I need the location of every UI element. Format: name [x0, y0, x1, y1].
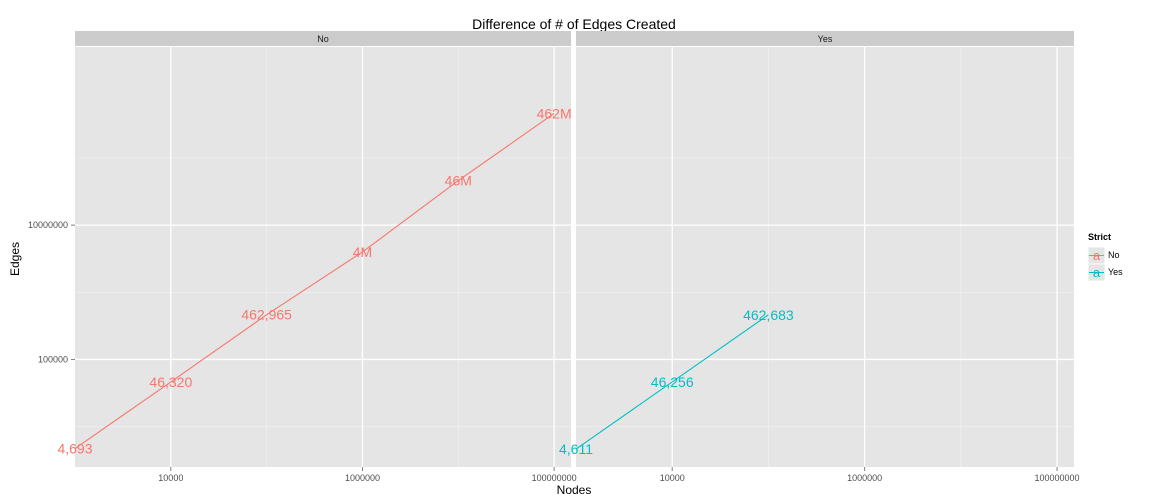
x-tick-label: 1000000: [847, 473, 882, 483]
facet-strip: [576, 31, 1074, 46]
facet-strip: [75, 31, 571, 46]
x-tick-label: 100000000: [1035, 473, 1080, 483]
legend-label: No: [1108, 250, 1120, 260]
y-tick-label: 100000: [38, 354, 68, 364]
y-tick-label: 10000000: [28, 220, 68, 230]
data-label: 46M: [445, 173, 472, 189]
legend-label: Yes: [1108, 267, 1123, 277]
panels: No 10000 1000000 100000000 4,693 46,320 462,96…: [28, 31, 1080, 483]
legend: Strict a Noa Yes: [1087, 232, 1123, 282]
legend-item-yes: a Yes: [1087, 263, 1123, 282]
legend-key-glyph: a: [1093, 248, 1101, 263]
panel-yes: Yes 10000 1000000 100000000 4,611 46,256 462,6…: [559, 31, 1080, 483]
x-tick-label: 10000: [158, 473, 183, 483]
y-axis-title: Edges: [8, 242, 22, 276]
x-tick-label: 1000000: [345, 473, 380, 483]
data-label: 462M: [537, 105, 572, 121]
data-label: 4,693: [57, 441, 92, 457]
data-label: 4,611: [559, 441, 593, 457]
data-label: 46,256: [651, 374, 694, 390]
facet-strip-label: Yes: [818, 34, 833, 44]
data-label: 4M: [353, 244, 372, 260]
data-label: 46,320: [149, 374, 192, 390]
series-line-no: [74, 112, 555, 450]
x-tick-label: 10000: [660, 473, 685, 483]
x-tick-label: 100000000: [532, 473, 577, 483]
legend-item-no: a No: [1087, 246, 1120, 265]
facet-strip-label: No: [317, 34, 329, 44]
legend-key-glyph: a: [1093, 265, 1101, 280]
data-label: 462,965: [241, 307, 292, 323]
panel-background: [75, 47, 571, 467]
data-label: 462,683: [743, 307, 794, 323]
chart-title: Difference of # of Edges Created: [472, 16, 676, 32]
panel-background: [576, 47, 1074, 467]
panel-no: No 10000 1000000 100000000 4,693 46,320 462,96…: [57, 31, 577, 483]
legend-title: Strict: [1088, 232, 1111, 242]
series-line-yes: [575, 314, 769, 450]
y-axis: 100000 10000000: [28, 220, 75, 364]
x-axis-title: Nodes: [557, 483, 592, 497]
